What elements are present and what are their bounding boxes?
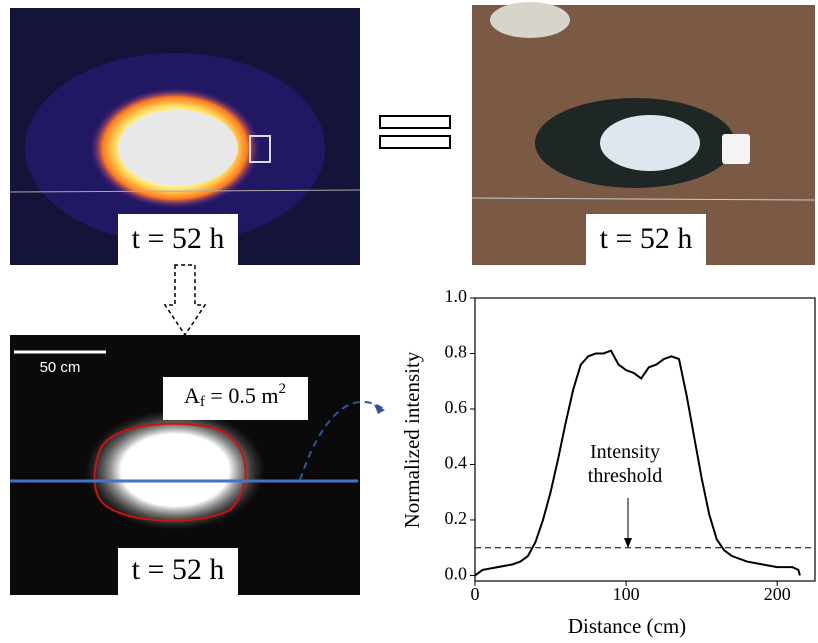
y-axis-title: Normalized intensity [400,351,424,528]
y-tick-label: 0.2 [445,508,468,528]
x-tick-label: 0 [471,584,480,604]
page: {"panels": { "thermal": {"label": "t = 5… [0,0,818,643]
threshold-pointer-head [624,538,632,548]
y-tick-label: 0.0 [445,564,468,584]
scale-bar-label: 50 cm [40,359,81,376]
process-arrow [165,265,205,335]
panel-label: t = 52 h [132,222,225,255]
area-label: Af = 0.5 m2 [184,381,286,410]
panel-label: t = 52 h [600,222,693,255]
threshold-label: Intensity threshold [575,440,675,488]
y-tick-label: 0.4 [445,453,468,473]
panel-label: t = 52 h [132,553,225,586]
area-text: = 0.5 m [205,383,279,408]
threshold-label-box: Intensity threshold [560,440,690,500]
y-tick-label: 1.0 [445,286,468,306]
x-tick-label: 100 [613,584,640,604]
area-superscript: 2 [278,381,286,397]
x-axis-title: Distance (cm) [568,614,686,638]
area-symbol: A [184,383,200,408]
equals-sign [380,116,450,148]
y-tick-label: 0.8 [445,342,468,362]
figure: t = 52 h t = 52 h t = 52 h 50 cm Af = 0.… [0,0,818,643]
x-tick-label: 200 [764,584,791,604]
y-tick-label: 0.6 [445,397,468,417]
